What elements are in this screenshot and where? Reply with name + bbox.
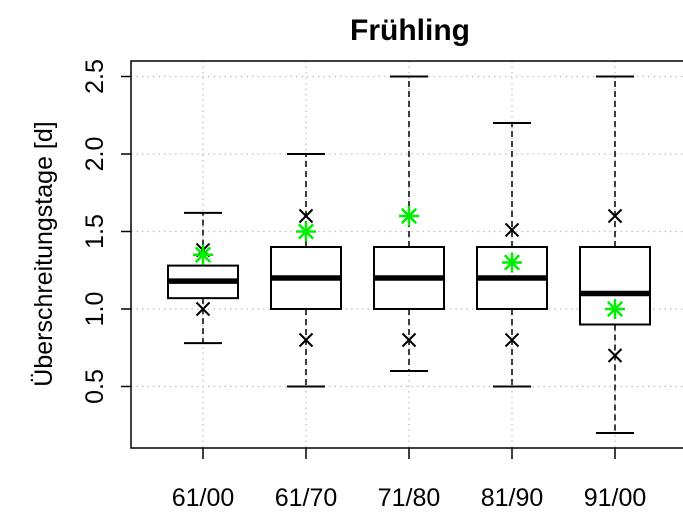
lower-cross-marker xyxy=(504,332,520,348)
y-axis-label: Überschreitungstage [d] xyxy=(30,121,58,386)
y-tick-label: 1.0 xyxy=(81,292,109,327)
y-tick-label: 2.0 xyxy=(81,137,109,172)
y-tick-label: 0.5 xyxy=(81,369,109,404)
cross-stroke xyxy=(298,332,314,348)
y-tick-label: 2.5 xyxy=(81,59,109,94)
asterisk-stroke xyxy=(297,223,315,240)
upper-cross-marker xyxy=(607,208,623,224)
plot-frame xyxy=(130,60,683,449)
mean-asterisk-marker xyxy=(399,206,419,226)
x-tick-label: 61/00 xyxy=(172,484,235,512)
upper-cross-marker xyxy=(504,222,520,238)
x-tick-label: 61/70 xyxy=(275,484,338,512)
cross-stroke xyxy=(607,208,623,224)
asterisk-stroke xyxy=(400,207,418,225)
cross-stroke xyxy=(298,208,314,224)
asterisk-stroke xyxy=(503,254,521,271)
cross-stroke xyxy=(607,348,623,363)
x-axis: 61/00 61/70 71/80 81/90 91/00 xyxy=(172,448,647,512)
cross-stroke xyxy=(504,222,520,238)
lower-cross-marker xyxy=(401,332,417,348)
cross-stroke xyxy=(401,332,417,348)
box-71-80 xyxy=(373,75,445,372)
chart-title: Frühling xyxy=(350,14,470,47)
box-61-00 xyxy=(167,211,239,345)
box-81-90 xyxy=(476,122,548,388)
x-tick-label: 81/90 xyxy=(481,484,544,512)
x-tick-label: 71/80 xyxy=(378,484,441,512)
boxes xyxy=(167,75,651,434)
mean-asterisk-marker xyxy=(193,244,213,265)
lower-cross-marker xyxy=(607,348,623,363)
mean-asterisk-marker xyxy=(502,252,522,273)
mean-asterisk-marker xyxy=(296,221,316,242)
asterisk-stroke xyxy=(194,246,212,263)
y-axis: 0.5 1.0 1.5 2.0 2.5 xyxy=(81,59,131,404)
asterisk-stroke xyxy=(606,300,624,318)
y-tick-label: 1.5 xyxy=(81,214,109,249)
upper-cross-marker xyxy=(298,208,314,224)
cross-stroke xyxy=(504,332,520,348)
box-91-00 xyxy=(579,75,651,434)
lower-cross-marker xyxy=(298,332,314,348)
lower-cross-marker xyxy=(195,301,211,317)
mean-asterisk-marker xyxy=(605,299,625,319)
x-tick-label: 91/00 xyxy=(584,484,647,512)
cross-stroke xyxy=(195,301,211,317)
box-61-70 xyxy=(270,153,342,388)
